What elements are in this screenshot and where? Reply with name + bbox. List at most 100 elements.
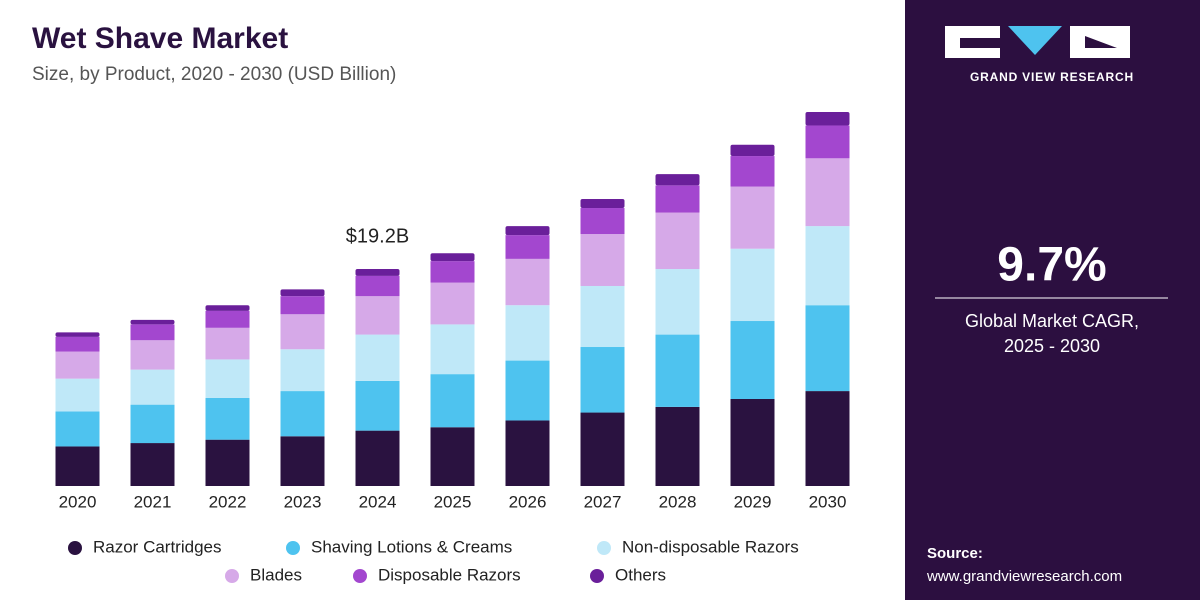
bar-segment	[205, 310, 250, 328]
bar-segment	[430, 261, 475, 283]
legend-label: Non-disposable Razors	[622, 537, 799, 556]
bar-segment	[430, 324, 475, 375]
bar-segment	[430, 253, 475, 262]
legend-label: Shaving Lotions & Creams	[311, 537, 512, 556]
bar-segment	[580, 285, 625, 348]
chart: Wet Shave Market Size, by Product, 2020 …	[32, 22, 850, 584]
x-tick-label: 2020	[59, 492, 97, 511]
bar-segment	[505, 420, 550, 486]
bar-segment	[205, 305, 250, 311]
legend-swatch	[286, 541, 300, 555]
bar-segment	[355, 296, 400, 335]
bar-segment	[130, 369, 175, 405]
bar-segment	[55, 411, 100, 447]
bar-segment	[580, 347, 625, 413]
bar-segment	[505, 360, 550, 421]
bar-segment	[55, 351, 100, 379]
bar-segment	[805, 125, 850, 159]
sidebar: GRAND VIEW RESEARCH 9.7% Global Market C…	[905, 0, 1200, 600]
cagr-caption: Global Market CAGR,	[965, 311, 1139, 331]
bar-segment	[205, 359, 250, 398]
bar-segment	[205, 327, 250, 360]
bar-segment	[430, 427, 475, 486]
bar-segment	[430, 374, 475, 428]
bar-segment	[505, 235, 550, 259]
bar-segment	[580, 198, 625, 209]
logo	[945, 26, 1130, 58]
bar-segment	[505, 226, 550, 236]
brand-name: GRAND VIEW RESEARCH	[970, 70, 1134, 84]
bar-segment	[280, 296, 325, 315]
bar-segment	[55, 446, 100, 486]
x-tick-label: 2025	[434, 492, 472, 511]
bar-segment	[730, 398, 775, 486]
legend-swatch	[353, 569, 367, 583]
x-tick-label: 2027	[584, 492, 622, 511]
bar-segment	[280, 289, 325, 297]
x-tick-label: 2021	[134, 492, 172, 511]
bar-segment	[655, 212, 700, 270]
chart-subtitle: Size, by Product, 2020 - 2030 (USD Billi…	[32, 64, 396, 85]
chart-title: Wet Shave Market	[32, 22, 288, 55]
bar-segment	[580, 412, 625, 486]
bar-segment	[130, 319, 175, 325]
bar-segment	[805, 305, 850, 392]
legend-swatch	[590, 569, 604, 583]
bar-segment	[505, 258, 550, 306]
legend-swatch	[225, 569, 239, 583]
bar-segment	[730, 321, 775, 399]
bar-segment	[280, 436, 325, 486]
bar-segment	[55, 332, 100, 337]
x-tick-label: 2028	[659, 492, 697, 511]
legend-label: Others	[615, 565, 666, 584]
cagr-value: 9.7%	[997, 239, 1106, 292]
bar-segment	[355, 380, 400, 431]
bar-segment	[55, 378, 100, 412]
bar-segment	[55, 336, 100, 352]
bar-segment	[355, 269, 400, 276]
bar-segment	[280, 391, 325, 437]
bar-segment	[805, 226, 850, 306]
bar-segment	[730, 186, 775, 249]
bar-segment	[130, 340, 175, 370]
bar-segment	[355, 334, 400, 381]
bar-segment	[655, 406, 700, 486]
bar-segment	[655, 334, 700, 407]
legend-label: Razor Cartridges	[93, 537, 222, 556]
bar-segment	[730, 144, 775, 157]
cagr-caption: 2025 - 2030	[1004, 336, 1100, 356]
legend-label: Disposable Razors	[378, 565, 521, 584]
legend-swatch	[597, 541, 611, 555]
bar-segment	[580, 208, 625, 235]
x-tick-label: 2024	[359, 492, 397, 511]
bar-segment	[805, 158, 850, 227]
bar-segment	[580, 234, 625, 286]
bar-segment	[130, 443, 175, 486]
x-tick-label: 2023	[284, 492, 322, 511]
bar-segment	[355, 275, 400, 297]
legend-swatch	[68, 541, 82, 555]
bar-segment	[355, 430, 400, 486]
x-tick-label: 2030	[809, 492, 847, 511]
bar-segment	[730, 156, 775, 187]
bar-segment	[130, 404, 175, 444]
bar-segment	[655, 269, 700, 335]
bar-segment	[805, 391, 850, 486]
bar-segment	[505, 305, 550, 361]
bar-segment	[280, 349, 325, 392]
total-label: $19.2B	[346, 225, 409, 247]
bar-segment	[730, 248, 775, 322]
bar-segment	[205, 397, 250, 440]
x-tick-label: 2022	[209, 492, 247, 511]
bar-segment	[805, 111, 850, 126]
bar-segment	[205, 439, 250, 486]
bar-segment	[130, 324, 175, 341]
source-label: Source:	[927, 545, 983, 562]
source-url: www.grandviewresearch.com	[926, 568, 1122, 585]
x-tick-label: 2029	[734, 492, 772, 511]
legend-label: Blades	[250, 565, 302, 584]
bar-segment	[655, 174, 700, 186]
sidebar-background	[905, 0, 1200, 600]
bar-segment	[430, 282, 475, 325]
